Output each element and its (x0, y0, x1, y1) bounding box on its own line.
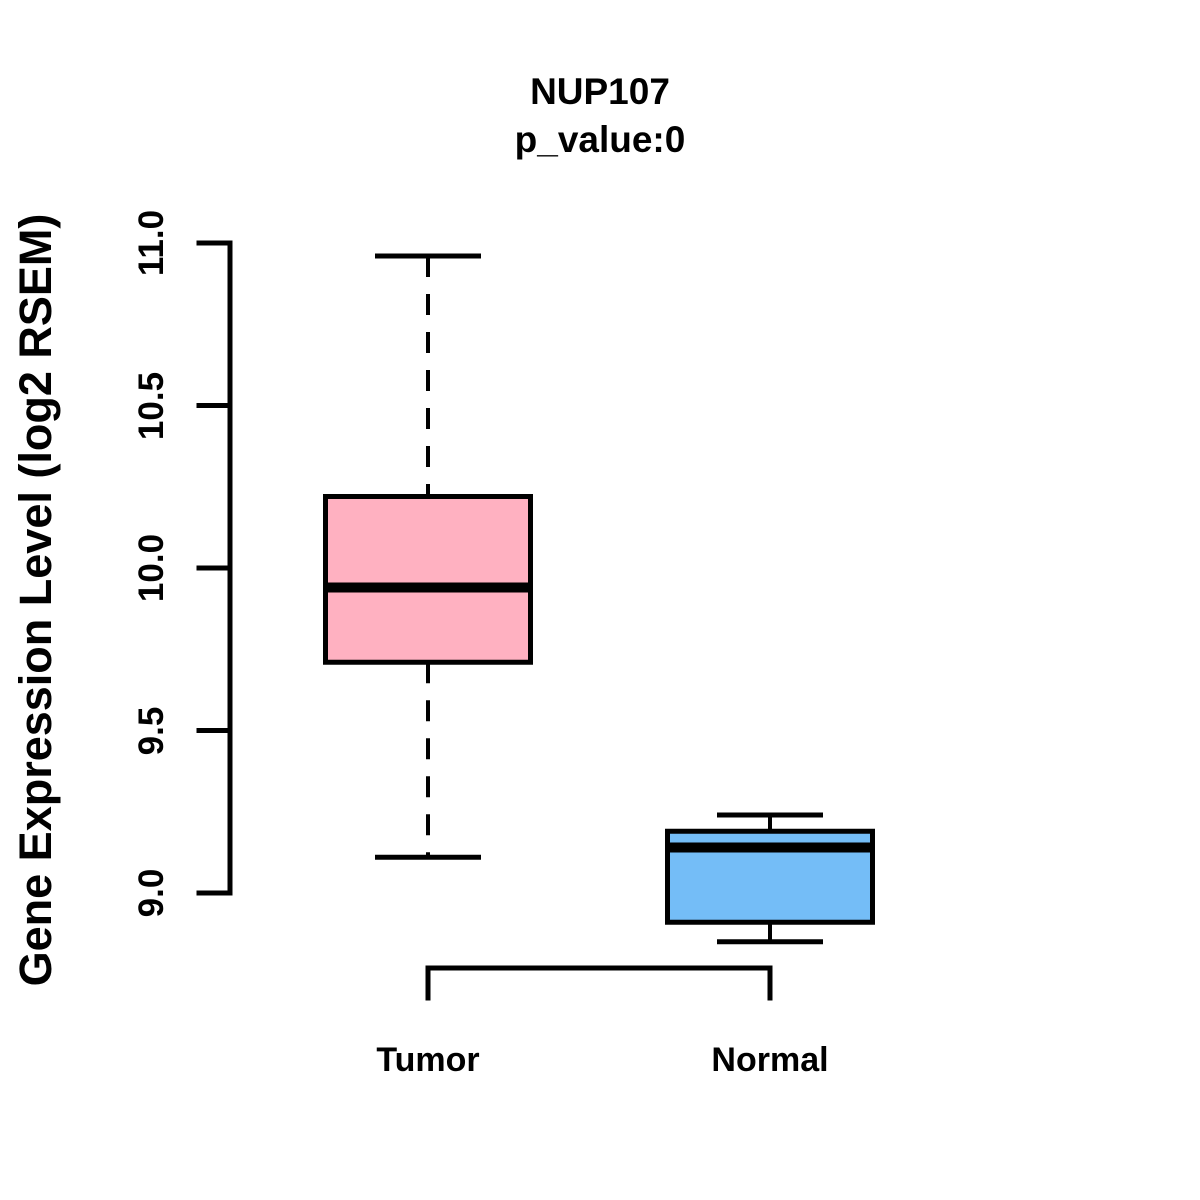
y-tick-label: 11.0 (132, 209, 171, 277)
y-tick-label: 9.5 (132, 706, 171, 755)
x-category-label-tumor: Tumor (376, 1041, 480, 1079)
y-tick-label: 10.5 (132, 371, 171, 440)
y-tick-label: 10.0 (132, 533, 171, 603)
x-category-label-normal: Normal (711, 1041, 829, 1079)
chart-subtitle: p_value:0 (514, 119, 686, 160)
tumor-box (323, 494, 533, 665)
chart-title: NUP107 (530, 71, 670, 112)
y-tick-label: 9.0 (132, 868, 171, 918)
